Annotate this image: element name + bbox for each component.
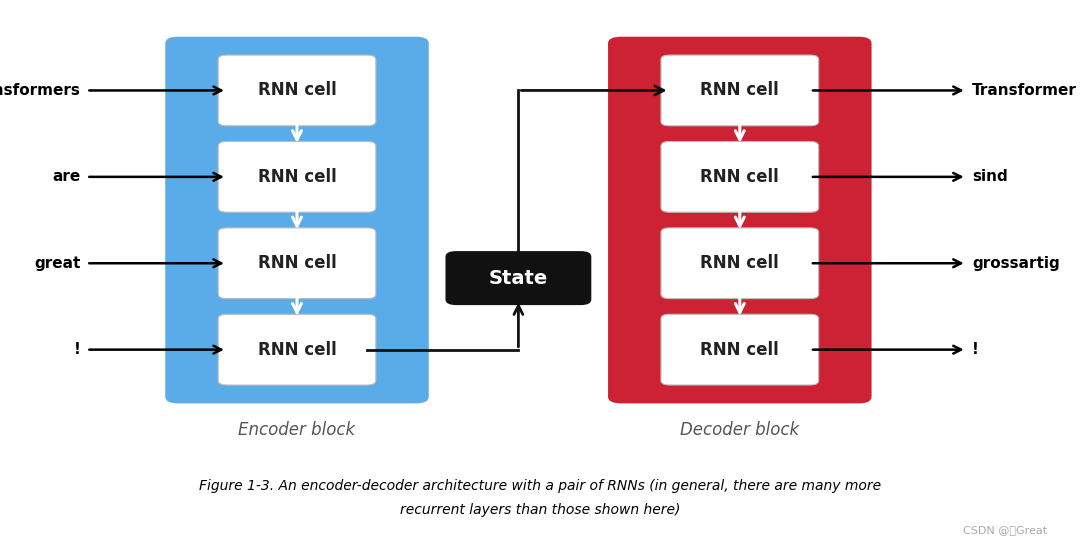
Text: grossartig: grossartig [972,256,1059,271]
FancyBboxPatch shape [661,314,819,385]
Text: RNN cell: RNN cell [258,254,336,272]
Text: !: ! [972,342,978,357]
Text: RNN cell: RNN cell [258,341,336,359]
FancyBboxPatch shape [661,141,819,212]
Text: CSDN @好Great: CSDN @好Great [963,524,1048,535]
Text: RNN cell: RNN cell [701,254,779,272]
Text: Decoder block: Decoder block [680,421,799,439]
Text: RNN cell: RNN cell [258,168,336,186]
FancyBboxPatch shape [446,251,592,305]
Text: Transformers: Transformers [0,83,81,98]
Text: recurrent layers than those shown here): recurrent layers than those shown here) [400,503,680,517]
Text: Figure 1-3. An encoder-decoder architecture with a pair of RNNs (in general, the: Figure 1-3. An encoder-decoder architect… [199,479,881,493]
FancyBboxPatch shape [218,228,376,299]
FancyBboxPatch shape [218,141,376,212]
Text: great: great [35,256,81,271]
FancyBboxPatch shape [165,37,429,403]
Text: RNN cell: RNN cell [701,168,779,186]
FancyBboxPatch shape [661,55,819,126]
Text: Encoder block: Encoder block [239,421,355,439]
Text: Transformer: Transformer [972,83,1077,98]
FancyBboxPatch shape [218,55,376,126]
Text: RNN cell: RNN cell [258,82,336,99]
FancyBboxPatch shape [661,228,819,299]
Text: State: State [489,268,548,288]
Text: RNN cell: RNN cell [701,82,779,99]
Text: are: are [53,170,81,184]
Text: sind: sind [972,170,1008,184]
Text: !: ! [75,342,81,357]
FancyBboxPatch shape [218,314,376,385]
FancyBboxPatch shape [608,37,872,403]
Text: RNN cell: RNN cell [701,341,779,359]
